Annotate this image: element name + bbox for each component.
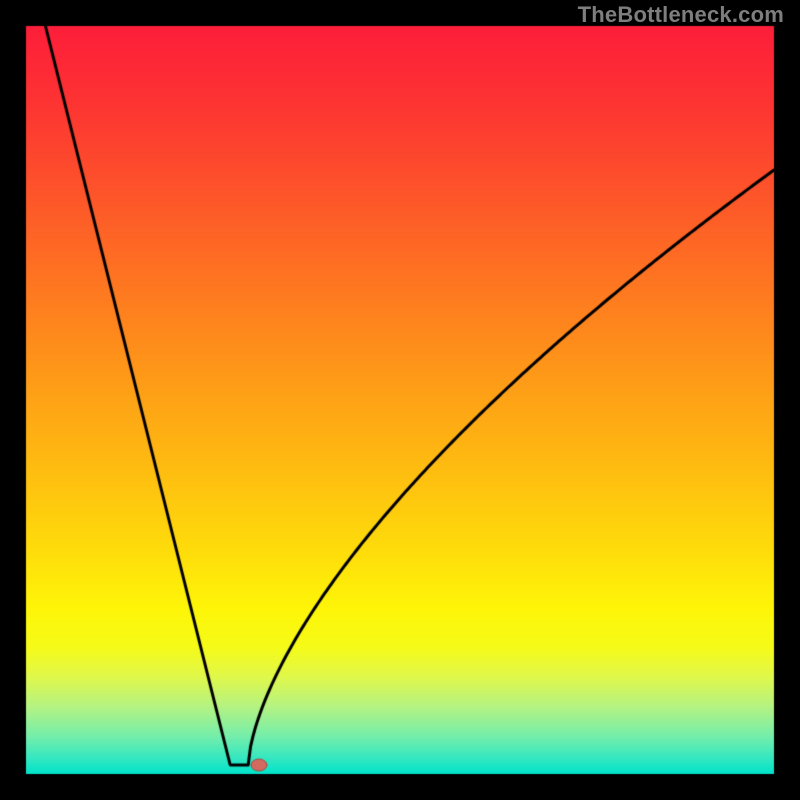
- watermark-text: TheBottleneck.com: [578, 2, 784, 28]
- bottleneck-chart-canvas: [0, 0, 800, 800]
- chart-stage: TheBottleneck.com: [0, 0, 800, 800]
